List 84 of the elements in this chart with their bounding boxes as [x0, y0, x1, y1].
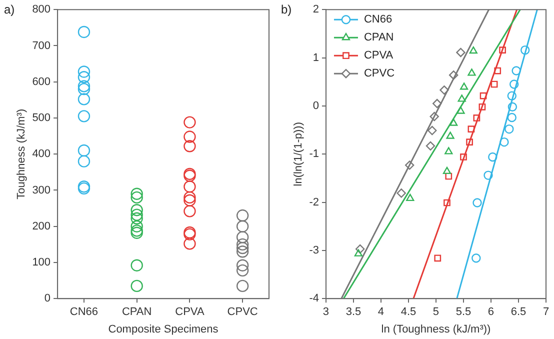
point — [354, 249, 362, 256]
legend-label: CPAN — [364, 32, 394, 44]
point — [499, 46, 506, 54]
point — [512, 66, 521, 76]
x-tick-label: 5.5 — [456, 306, 472, 318]
y-tick-label: 600 — [32, 76, 51, 88]
point — [490, 80, 498, 88]
point — [480, 92, 487, 100]
point — [472, 254, 481, 263]
x-tick-label: 7 — [542, 306, 550, 318]
y-tick-label: 200 — [32, 220, 51, 232]
y-tick-label: 300 — [32, 184, 51, 196]
x-tick-label: CN66 — [70, 306, 98, 318]
text: b) — [281, 2, 292, 16]
y-tick-label: 400 — [32, 148, 51, 160]
point — [442, 166, 452, 174]
x-tick-label: CPAN — [122, 306, 152, 318]
y-tick-label: -4 — [309, 292, 319, 305]
text: a) — [4, 2, 15, 16]
y-tick-label: 500 — [32, 112, 51, 124]
point — [468, 68, 476, 76]
x-tick-label: CPVA — [175, 306, 205, 318]
point — [444, 147, 453, 154]
point — [430, 112, 439, 122]
point — [469, 46, 478, 54]
y-tick-label: 1 — [312, 52, 319, 64]
y-tick-label: -3 — [309, 244, 319, 256]
point — [494, 67, 502, 74]
point — [473, 114, 480, 122]
point — [426, 141, 436, 151]
y-tick-label: -2 — [309, 196, 319, 208]
x-tick-label: 4.5 — [400, 306, 416, 318]
x-tick-label: CPVC — [227, 306, 258, 318]
x-tick-label: 4 — [378, 306, 384, 318]
point — [484, 170, 493, 180]
point — [508, 102, 518, 112]
y-axis-title: Toughness (kJ/m³) — [16, 108, 28, 200]
y-tick-label: 0 — [44, 292, 51, 305]
point — [446, 132, 454, 139]
point — [456, 48, 466, 58]
legend-label: CPVA — [364, 50, 394, 62]
x-axis-title: ln (Toughness (kJ/m³)) — [381, 323, 491, 336]
legend-label: CPVC — [364, 68, 395, 80]
y-tick-label: 2 — [312, 4, 319, 16]
point — [456, 106, 465, 114]
point — [504, 124, 514, 134]
point — [500, 137, 509, 147]
x-tick-label: 3 — [322, 306, 330, 318]
point — [507, 112, 516, 122]
x-tick-label: 3.5 — [346, 306, 362, 318]
y-axis-title: ln(ln(1/(1-p))) — [292, 122, 305, 186]
point — [396, 188, 406, 198]
point — [406, 194, 414, 202]
point — [434, 254, 442, 262]
point — [472, 198, 482, 208]
point — [478, 103, 486, 110]
x-axis-title: Composite Specimens — [108, 323, 219, 336]
point — [509, 80, 519, 89]
point — [404, 160, 414, 170]
point — [450, 118, 458, 126]
point — [466, 138, 473, 146]
y-tick-label: 800 — [32, 4, 51, 16]
point — [428, 126, 437, 136]
point — [460, 154, 467, 160]
point — [507, 91, 516, 100]
point — [355, 244, 365, 254]
point — [458, 94, 466, 102]
point — [440, 85, 449, 95]
y-tick-label: 0 — [312, 100, 319, 112]
point — [445, 172, 452, 180]
point — [432, 98, 442, 108]
point — [460, 82, 468, 90]
x-tick-label: 6 — [488, 306, 494, 318]
y-tick-label: -1 — [309, 148, 319, 160]
legend-label: CN66 — [364, 14, 392, 26]
point — [488, 152, 498, 162]
x-tick-label: 5 — [432, 306, 440, 318]
y-tick-label: 100 — [32, 256, 51, 269]
point — [448, 70, 458, 80]
point — [468, 126, 475, 132]
y-tick-label: 700 — [32, 40, 51, 52]
point — [444, 199, 450, 206]
x-tick-label: 6.5 — [510, 306, 526, 318]
point — [520, 45, 530, 55]
